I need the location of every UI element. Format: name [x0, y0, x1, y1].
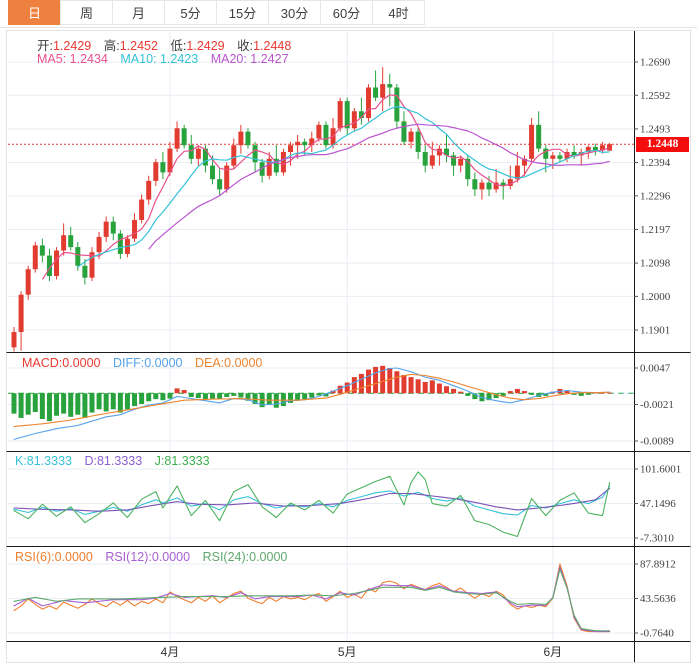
y-tick-label: 1.2098 — [640, 258, 671, 270]
axes: 1.2690 1.2592 1.2493 1.2394 1.2296 1.2197 1.20… — [6, 31, 691, 662]
macd-group — [8, 365, 634, 440]
y-tick-label: -0.0021 — [640, 399, 674, 411]
y-tick-label: 1.2394 — [640, 157, 671, 169]
y-tick-label: 1.2296 — [640, 190, 671, 202]
y-tick-label: 1.2000 — [640, 291, 671, 303]
y-tick-label: 1.1901 — [640, 325, 670, 337]
tab-4[interactable]: 15分 — [216, 0, 269, 25]
chart-canvas[interactable]: 1.2690 1.2592 1.2493 1.2394 1.2296 1.2197 1.20… — [0, 28, 697, 672]
x-axis-label: 4月 — [161, 645, 180, 659]
rsi-group — [13, 563, 611, 633]
y-tick-label: -7.3010 — [640, 533, 674, 545]
tab-7[interactable]: 4时 — [372, 0, 425, 25]
tab-3[interactable]: 5分 — [164, 0, 217, 25]
y-tick-label: 87.8912 — [640, 559, 676, 571]
candles-group — [11, 67, 613, 352]
y-tick-label: -0.0089 — [640, 436, 674, 448]
y-tick-label: 0.0047 — [640, 363, 671, 375]
ma-lines — [41, 94, 610, 280]
tab-5[interactable]: 30分 — [268, 0, 321, 25]
y-tick-label: 1.2493 — [640, 123, 671, 135]
y-tick-label: 1.2197 — [640, 224, 671, 236]
x-axis-label: 5月 — [338, 645, 357, 659]
tab-6[interactable]: 60分 — [320, 0, 373, 25]
y-tick-label: 47.1496 — [640, 498, 676, 510]
y-tick-label: 101.6001 — [640, 464, 681, 476]
period-tabbar: 日周月 5分 15分 30分 60分 4时 — [0, 0, 697, 28]
kdj-group — [13, 471, 611, 538]
tab-0[interactable]: 日 — [8, 0, 61, 25]
x-axis-label: 6月 — [543, 645, 562, 659]
tab-2[interactable]: 月 — [112, 0, 165, 25]
chart-area[interactable]: 1.2690 1.2592 1.2493 1.2394 1.2296 1.2197 1.20… — [0, 28, 697, 672]
y-tick-label: -0.7640 — [640, 628, 674, 640]
y-tick-label: 1.2592 — [640, 90, 670, 102]
tab-1[interactable]: 周 — [60, 0, 113, 25]
y-tick-label: 43.5636 — [640, 593, 676, 605]
y-tick-label: 1.2690 — [640, 57, 671, 69]
